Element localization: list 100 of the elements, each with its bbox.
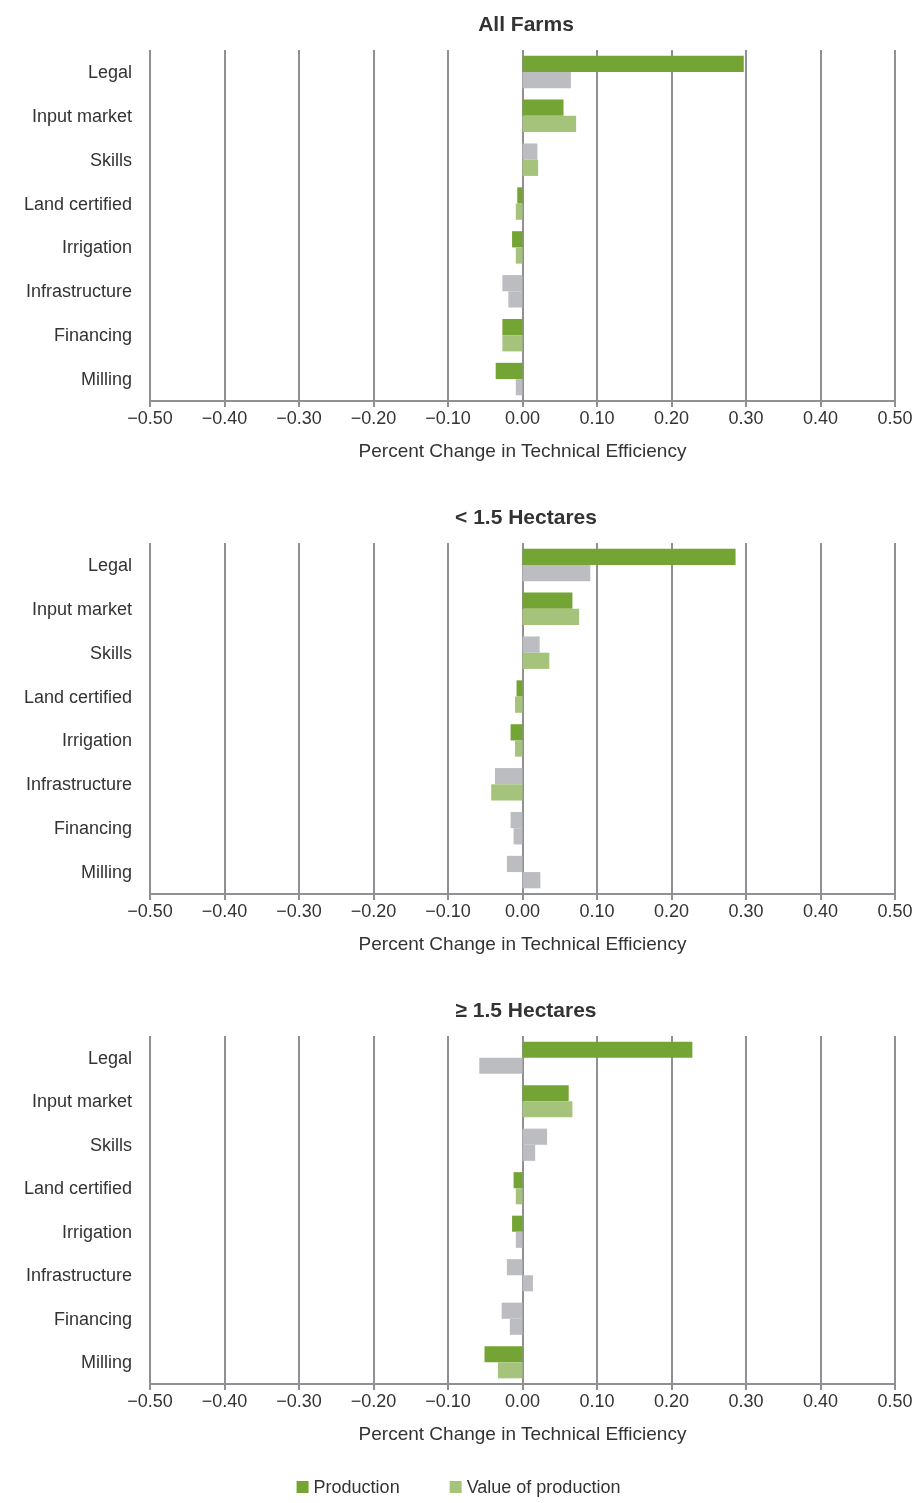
bar (495, 362, 523, 380)
bar (515, 1188, 523, 1205)
bar (522, 143, 538, 160)
y-tick-label: Skills (89, 149, 132, 170)
bar (502, 318, 523, 336)
x-tick-label: 0.20 (653, 1391, 690, 1411)
y-tick-label: Skills (89, 1134, 132, 1155)
chart-title: ≥ 1.5 Hectares (455, 998, 597, 1021)
x-axis-title: Percent Change in Technical Efficiency (358, 1423, 687, 1444)
bar (522, 99, 564, 116)
y-tick-label: Irrigation (61, 237, 132, 258)
bar (515, 203, 523, 220)
bar (515, 1231, 523, 1248)
x-tick-label: 0.50 (877, 901, 913, 921)
bar (522, 159, 539, 176)
bar (506, 855, 523, 873)
bar (513, 1172, 523, 1189)
x-tick-label: 0.30 (728, 408, 764, 428)
y-tick-label: Input market (31, 1091, 132, 1112)
x-tick-label: 0.00 (504, 901, 541, 921)
x-axis-title: Percent Change in Technical Efficiency (358, 933, 687, 954)
x-tick-label: −0.30 (276, 1391, 322, 1411)
legend-label: Production (313, 1477, 400, 1497)
bar (515, 247, 523, 264)
y-tick-label: Legal (87, 554, 132, 575)
y-tick-label: Legal (87, 1047, 132, 1068)
x-tick-label: −0.30 (276, 408, 322, 428)
x-tick-label: −0.10 (425, 408, 471, 428)
x-tick-label: −0.20 (350, 1391, 397, 1411)
y-tick-label: Financing (53, 325, 132, 346)
y-tick-label: Infrastructure (25, 774, 132, 795)
x-tick-label: 0.10 (579, 1391, 615, 1411)
bar (512, 1215, 523, 1232)
bar (497, 1362, 523, 1379)
x-tick-label: −0.20 (350, 408, 397, 428)
bar (522, 592, 573, 609)
x-tick-label: −0.50 (127, 901, 173, 921)
bar (515, 740, 523, 757)
y-tick-label: Legal (87, 61, 132, 82)
bar (491, 784, 523, 801)
bar (522, 636, 540, 653)
x-tick-label: 0.50 (877, 408, 913, 428)
y-tick-label: Financing (53, 818, 132, 839)
y-tick-label: Input market (31, 105, 132, 126)
x-tick-label: −0.50 (127, 1391, 173, 1411)
chart-title: < 1.5 Hectares (455, 505, 597, 528)
bar (516, 680, 523, 697)
chart-title: All Farms (478, 12, 574, 35)
x-tick-label: −0.10 (425, 901, 471, 921)
x-tick-label: 0.40 (802, 408, 839, 428)
x-tick-label: −0.10 (425, 1391, 471, 1411)
x-tick-label: 0.30 (728, 901, 764, 921)
x-tick-label: 0.20 (653, 901, 690, 921)
x-tick-label: −0.30 (276, 901, 322, 921)
y-tick-label: Land certified (23, 1178, 132, 1199)
bar (522, 55, 744, 72)
y-tick-label: Financing (53, 1308, 132, 1329)
x-tick-label: 0.30 (728, 1391, 764, 1411)
x-tick-label: 0.40 (802, 901, 839, 921)
bar (515, 379, 523, 396)
x-tick-label: 0.50 (877, 1391, 913, 1411)
bar (522, 548, 736, 565)
y-tick-label: Input market (31, 598, 132, 619)
x-tick-label: −0.40 (201, 901, 248, 921)
y-tick-label: Milling (80, 862, 132, 883)
y-tick-label: Milling (80, 369, 132, 390)
bar (522, 1101, 573, 1118)
y-tick-label: Irrigation (61, 730, 132, 751)
bar (522, 71, 571, 89)
bar (515, 696, 523, 713)
y-tick-label: Land certified (23, 686, 132, 707)
bar (517, 187, 523, 204)
x-tick-label: 0.00 (504, 408, 541, 428)
y-tick-label: Skills (89, 642, 132, 663)
x-tick-label: −0.40 (201, 408, 248, 428)
x-tick-label: −0.40 (201, 1391, 248, 1411)
bar (522, 1275, 533, 1292)
x-tick-label: −0.50 (127, 408, 173, 428)
bar (484, 1346, 523, 1363)
bar (502, 335, 523, 352)
bar (522, 608, 580, 626)
x-tick-label: −0.20 (350, 901, 397, 921)
y-tick-label: Irrigation (61, 1221, 132, 1242)
bar (522, 1085, 569, 1102)
x-tick-label: 0.40 (802, 1391, 839, 1411)
bar (522, 1041, 693, 1058)
x-tick-label: 0.10 (579, 408, 615, 428)
bar (522, 115, 577, 133)
x-tick-label: 0.20 (653, 408, 690, 428)
bar (494, 768, 523, 785)
bar (512, 231, 523, 248)
bar (479, 1057, 523, 1074)
bar (522, 652, 550, 669)
x-axis-title: Percent Change in Technical Efficiency (358, 440, 687, 461)
y-tick-label: Infrastructure (25, 281, 132, 302)
y-tick-label: Milling (80, 1352, 132, 1373)
x-tick-label: 0.00 (504, 1391, 541, 1411)
y-tick-label: Infrastructure (25, 1265, 132, 1286)
x-tick-label: 0.10 (579, 901, 615, 921)
legend-label: Value of production (466, 1477, 621, 1497)
